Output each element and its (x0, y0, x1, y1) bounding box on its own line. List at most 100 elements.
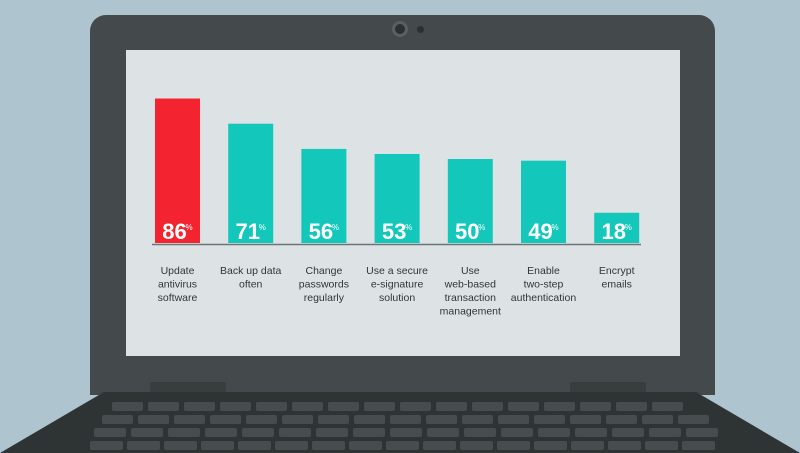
bar-value-label-1: 71 (235, 219, 259, 244)
key (649, 428, 681, 437)
hinge-right (570, 382, 646, 392)
key (174, 415, 205, 424)
key (616, 402, 647, 411)
bar-value-label-6: 18 (601, 219, 625, 244)
key (131, 428, 163, 437)
key (570, 415, 601, 424)
key (138, 415, 169, 424)
laptop-screen: 86% Update antivirus software 71% Back up dat… (126, 50, 680, 356)
key (312, 441, 345, 450)
bar-value-label-4: 50 (455, 219, 479, 244)
bar-unit-label-1: % (259, 223, 266, 232)
bar-value-label-2: 56 (309, 219, 333, 244)
key (678, 415, 709, 424)
key (538, 428, 570, 437)
bar-3 (374, 153, 420, 243)
key (580, 402, 611, 411)
key (612, 428, 644, 437)
category-label-6: Encrypt emails (599, 265, 635, 291)
key (127, 441, 160, 450)
key (534, 415, 565, 424)
bar-4 (447, 159, 493, 243)
category-label-1: Back up data often (220, 265, 281, 291)
key (184, 402, 215, 411)
bar-value-label-3: 53 (382, 219, 406, 244)
key (642, 415, 673, 424)
key (575, 428, 607, 437)
keyboard (90, 398, 718, 453)
key (462, 415, 493, 424)
key (497, 441, 530, 450)
key (318, 415, 349, 424)
bar-5 (521, 160, 566, 243)
category-label-0: Update antivirus software (158, 265, 198, 304)
key (686, 428, 718, 437)
key (423, 441, 456, 450)
category-label-4: Use web-based transaction management (440, 265, 501, 318)
bar-unit-label-2: % (332, 223, 339, 232)
key (349, 441, 382, 450)
bar-value-label-0: 86 (162, 219, 186, 244)
bar-6 (594, 212, 640, 243)
key (390, 415, 421, 424)
key (354, 415, 385, 424)
key (682, 441, 715, 450)
bar-0 (155, 98, 200, 243)
key (220, 402, 251, 411)
key (210, 415, 241, 424)
bar-unit-label-4: % (478, 223, 485, 232)
key (498, 415, 529, 424)
key (645, 441, 678, 450)
bar-unit-label-5: % (552, 223, 559, 232)
bar-unit-label-6: % (625, 223, 632, 232)
key (242, 428, 274, 437)
key (90, 441, 123, 450)
key (534, 441, 567, 450)
key (94, 428, 126, 437)
key (501, 428, 533, 437)
key (328, 402, 359, 411)
bar-unit-label-3: % (405, 223, 412, 232)
key (571, 441, 604, 450)
key (102, 415, 133, 424)
key (112, 402, 143, 411)
bar-value-label-5: 49 (528, 219, 552, 244)
category-label-3: Use a secure e-signature solution (366, 265, 428, 304)
bar-2 (301, 148, 347, 243)
key (148, 402, 179, 411)
key (279, 428, 311, 437)
key (205, 428, 237, 437)
bar-1 (228, 123, 274, 243)
key (364, 402, 395, 411)
key (316, 428, 348, 437)
key (436, 402, 467, 411)
key (282, 415, 313, 424)
key (652, 402, 683, 411)
camera-sensor-icon (417, 26, 424, 33)
bar-chart: 86% Update antivirus software 71% Back up dat… (152, 98, 641, 318)
key (400, 402, 431, 411)
key (464, 428, 496, 437)
bar-unit-label-0: % (186, 223, 193, 232)
key (275, 441, 308, 450)
key (246, 415, 277, 424)
category-label-2: Change passwords regularly (299, 265, 349, 304)
key (164, 441, 197, 450)
key (544, 402, 575, 411)
key (238, 441, 271, 450)
camera-icon (392, 21, 408, 37)
key (427, 428, 459, 437)
key (168, 428, 200, 437)
key (472, 402, 503, 411)
key (353, 428, 385, 437)
key (201, 441, 234, 450)
key (256, 402, 287, 411)
key (390, 428, 422, 437)
category-label-5: Enable two-step authentication (511, 265, 577, 304)
key (608, 441, 641, 450)
key (460, 441, 493, 450)
key (606, 415, 637, 424)
key (292, 402, 323, 411)
key (386, 441, 419, 450)
key (508, 402, 539, 411)
